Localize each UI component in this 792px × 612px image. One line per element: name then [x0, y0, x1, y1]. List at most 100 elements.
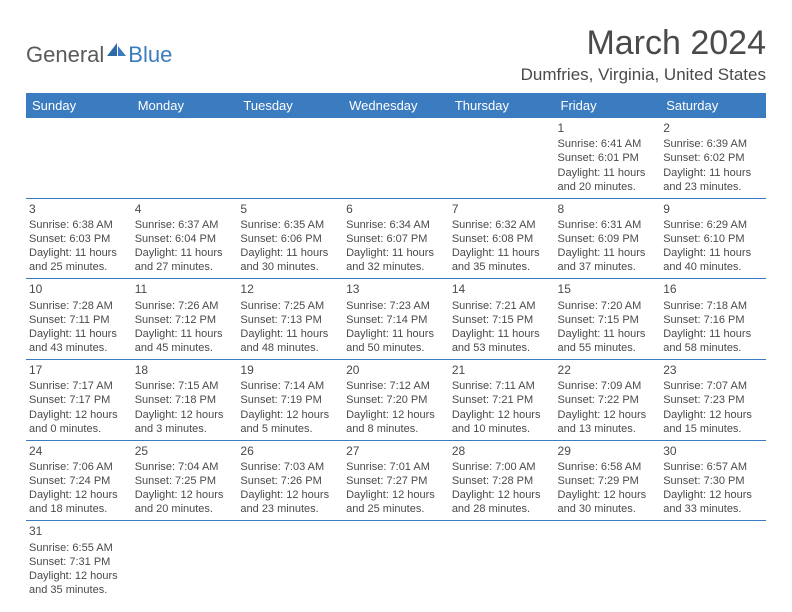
sunset-line: Sunset: 7:18 PM	[135, 393, 233, 407]
sunset-line: Sunset: 7:20 PM	[346, 393, 444, 407]
day-number: 28	[452, 444, 550, 459]
sunset-line: Sunset: 6:08 PM	[452, 232, 550, 246]
daylight-line: Daylight: 11 hours and 32 minutes.	[346, 246, 444, 274]
weekday-header-cell: Wednesday	[343, 93, 449, 118]
month-title: March 2024	[521, 24, 766, 63]
calendar-table: SundayMondayTuesdayWednesdayThursdayFrid…	[26, 93, 766, 601]
day-number: 2	[663, 121, 761, 136]
day-number: 20	[346, 363, 444, 378]
day-number: 3	[29, 202, 127, 217]
calendar-cell: 9Sunrise: 6:29 AMSunset: 6:10 PMDaylight…	[660, 198, 766, 279]
day-number: 4	[135, 202, 233, 217]
sunset-line: Sunset: 6:09 PM	[558, 232, 656, 246]
title-block: March 2024 Dumfries, Virginia, United St…	[521, 24, 766, 91]
day-number: 26	[240, 444, 338, 459]
sunset-line: Sunset: 7:21 PM	[452, 393, 550, 407]
calendar-cell: 16Sunrise: 7:18 AMSunset: 7:16 PMDayligh…	[660, 279, 766, 360]
sunrise-line: Sunrise: 7:20 AM	[558, 299, 656, 313]
sunset-line: Sunset: 7:15 PM	[558, 313, 656, 327]
day-number: 8	[558, 202, 656, 217]
calendar-cell: 1Sunrise: 6:41 AMSunset: 6:01 PMDaylight…	[555, 118, 661, 198]
calendar-cell: 28Sunrise: 7:00 AMSunset: 7:28 PMDayligh…	[449, 440, 555, 521]
sail-icon	[106, 38, 128, 64]
day-number: 17	[29, 363, 127, 378]
day-number: 30	[663, 444, 761, 459]
daylight-line: Daylight: 12 hours and 0 minutes.	[29, 408, 127, 436]
daylight-line: Daylight: 12 hours and 15 minutes.	[663, 408, 761, 436]
sunrise-line: Sunrise: 7:00 AM	[452, 460, 550, 474]
daylight-line: Daylight: 12 hours and 23 minutes.	[240, 488, 338, 516]
location-line: Dumfries, Virginia, United States	[521, 65, 766, 85]
daylight-line: Daylight: 11 hours and 58 minutes.	[663, 327, 761, 355]
daylight-line: Daylight: 12 hours and 8 minutes.	[346, 408, 444, 436]
sunset-line: Sunset: 6:06 PM	[240, 232, 338, 246]
sunrise-line: Sunrise: 6:41 AM	[558, 137, 656, 151]
sunrise-line: Sunrise: 6:34 AM	[346, 218, 444, 232]
daylight-line: Daylight: 11 hours and 40 minutes.	[663, 246, 761, 274]
brand-logo: General Blue	[26, 38, 172, 72]
sunset-line: Sunset: 7:27 PM	[346, 474, 444, 488]
sunset-line: Sunset: 7:15 PM	[452, 313, 550, 327]
sunrise-line: Sunrise: 7:21 AM	[452, 299, 550, 313]
calendar-cell: 12Sunrise: 7:25 AMSunset: 7:13 PMDayligh…	[237, 279, 343, 360]
daylight-line: Daylight: 12 hours and 35 minutes.	[29, 569, 127, 597]
day-number: 14	[452, 282, 550, 297]
calendar-cell: 15Sunrise: 7:20 AMSunset: 7:15 PMDayligh…	[555, 279, 661, 360]
sunrise-line: Sunrise: 7:25 AM	[240, 299, 338, 313]
day-number: 27	[346, 444, 444, 459]
sunrise-line: Sunrise: 6:32 AM	[452, 218, 550, 232]
day-number: 7	[452, 202, 550, 217]
calendar-cell-empty	[343, 521, 449, 601]
daylight-line: Daylight: 12 hours and 20 minutes.	[135, 488, 233, 516]
calendar-cell: 31Sunrise: 6:55 AMSunset: 7:31 PMDayligh…	[26, 521, 132, 601]
sunset-line: Sunset: 7:31 PM	[29, 555, 127, 569]
day-number: 5	[240, 202, 338, 217]
day-number: 11	[135, 282, 233, 297]
calendar-cell: 24Sunrise: 7:06 AMSunset: 7:24 PMDayligh…	[26, 440, 132, 521]
sunrise-line: Sunrise: 7:26 AM	[135, 299, 233, 313]
calendar-cell-empty	[132, 118, 238, 198]
daylight-line: Daylight: 11 hours and 50 minutes.	[346, 327, 444, 355]
sunset-line: Sunset: 7:13 PM	[240, 313, 338, 327]
sunset-line: Sunset: 7:24 PM	[29, 474, 127, 488]
day-number: 15	[558, 282, 656, 297]
sunset-line: Sunset: 6:01 PM	[558, 151, 656, 165]
sunset-line: Sunset: 7:11 PM	[29, 313, 127, 327]
sunset-line: Sunset: 6:07 PM	[346, 232, 444, 246]
sunset-line: Sunset: 7:23 PM	[663, 393, 761, 407]
weekday-header-cell: Friday	[555, 93, 661, 118]
day-number: 16	[663, 282, 761, 297]
calendar-cell: 21Sunrise: 7:11 AMSunset: 7:21 PMDayligh…	[449, 360, 555, 441]
sunset-line: Sunset: 7:22 PM	[558, 393, 656, 407]
calendar-cell-empty	[132, 521, 238, 601]
daylight-line: Daylight: 11 hours and 48 minutes.	[240, 327, 338, 355]
calendar-cell: 11Sunrise: 7:26 AMSunset: 7:12 PMDayligh…	[132, 279, 238, 360]
brand-general: General	[26, 42, 104, 68]
sunrise-line: Sunrise: 7:04 AM	[135, 460, 233, 474]
sunset-line: Sunset: 7:14 PM	[346, 313, 444, 327]
daylight-line: Daylight: 11 hours and 37 minutes.	[558, 246, 656, 274]
calendar-cell-empty	[343, 118, 449, 198]
sunrise-line: Sunrise: 6:29 AM	[663, 218, 761, 232]
sunrise-line: Sunrise: 6:35 AM	[240, 218, 338, 232]
sunrise-line: Sunrise: 7:06 AM	[29, 460, 127, 474]
sunset-line: Sunset: 6:03 PM	[29, 232, 127, 246]
sunrise-line: Sunrise: 6:55 AM	[29, 541, 127, 555]
calendar-cell: 7Sunrise: 6:32 AMSunset: 6:08 PMDaylight…	[449, 198, 555, 279]
day-number: 19	[240, 363, 338, 378]
sunrise-line: Sunrise: 6:31 AM	[558, 218, 656, 232]
weekday-header-cell: Sunday	[26, 93, 132, 118]
sunrise-line: Sunrise: 7:09 AM	[558, 379, 656, 393]
calendar-cell-empty	[26, 118, 132, 198]
sunset-line: Sunset: 7:26 PM	[240, 474, 338, 488]
sunrise-line: Sunrise: 7:17 AM	[29, 379, 127, 393]
daylight-line: Daylight: 12 hours and 3 minutes.	[135, 408, 233, 436]
daylight-line: Daylight: 12 hours and 13 minutes.	[558, 408, 656, 436]
calendar-cell: 18Sunrise: 7:15 AMSunset: 7:18 PMDayligh…	[132, 360, 238, 441]
calendar-cell: 17Sunrise: 7:17 AMSunset: 7:17 PMDayligh…	[26, 360, 132, 441]
day-number: 13	[346, 282, 444, 297]
daylight-line: Daylight: 11 hours and 20 minutes.	[558, 166, 656, 194]
weekday-header-cell: Thursday	[449, 93, 555, 118]
weekday-header: SundayMondayTuesdayWednesdayThursdayFrid…	[26, 93, 766, 118]
sunrise-line: Sunrise: 7:23 AM	[346, 299, 444, 313]
